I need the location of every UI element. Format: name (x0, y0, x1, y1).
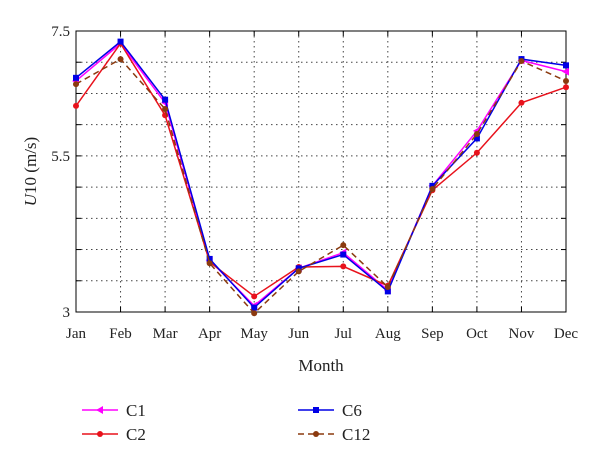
series-c12 (73, 56, 569, 317)
data-point-c12 (384, 284, 391, 291)
data-point-c12 (473, 131, 480, 138)
x-tick-label: Mar (153, 326, 178, 342)
data-point-c6 (73, 74, 79, 81)
series-c1 (72, 39, 569, 310)
series-layer (72, 38, 569, 317)
data-point-c6 (384, 288, 391, 295)
x-tick-label: Oct (466, 326, 488, 342)
data-point-c2 (251, 293, 258, 300)
legend-marker (96, 406, 103, 414)
data-point-c2 (73, 102, 79, 109)
legend-marker (97, 431, 103, 437)
data-point-c12 (117, 56, 124, 63)
y-tick-label: 5.5 (51, 149, 70, 165)
series-line-c1 (75, 42, 567, 307)
series-c6 (73, 38, 569, 311)
legend-item-c1: C1 (82, 401, 146, 420)
legend-label: C12 (342, 425, 370, 444)
x-tick-label: Jan (66, 326, 86, 342)
x-tick-label: Apr (198, 326, 221, 342)
x-tick-label: Aug (375, 326, 401, 342)
data-point-c12 (162, 106, 169, 113)
legend: C1 C2 C6 C12 (82, 401, 370, 444)
data-point-c12 (429, 185, 436, 192)
legend-item-c12: C12 (298, 425, 370, 444)
data-point-c2 (518, 99, 525, 106)
data-point-c2 (340, 263, 347, 270)
data-point-c6 (295, 265, 302, 272)
data-point-c2 (473, 149, 480, 156)
x-tick-label: Nov (509, 326, 535, 342)
legend-label: C2 (126, 425, 146, 444)
x-tick-labels: Jan Feb Mar Apr May Jun Jul Aug Sep Oct Nov Dec (66, 326, 578, 342)
data-point-c6 (429, 182, 436, 189)
data-point-c6 (162, 96, 169, 103)
grid-lines (76, 31, 566, 312)
x-tick-label: Dec (554, 326, 578, 342)
legend-label: C1 (126, 401, 146, 420)
x-tick-label: Feb (109, 326, 132, 342)
y-axis-label: U10 (m/s) (21, 137, 40, 206)
data-point-c6 (251, 304, 258, 311)
series-line-c12 (75, 58, 567, 315)
legend-item-c6: C6 (298, 401, 362, 420)
legend-marker (313, 431, 319, 437)
y-tick-labels: 3 5.5 7.5 (51, 24, 70, 321)
x-axis-label: Month (298, 356, 344, 375)
data-point-c1 (562, 67, 569, 76)
x-tick-label: May (240, 326, 268, 342)
data-point-c6 (340, 251, 347, 258)
data-point-c12 (340, 242, 347, 249)
y-axis-label-rest: 10 (m/s) (21, 137, 40, 194)
y-tick-label: 3 (63, 305, 71, 321)
x-tick-label: Jun (288, 326, 309, 342)
data-point-c12 (295, 268, 302, 275)
data-point-c6 (206, 255, 213, 262)
data-point-c2 (563, 84, 569, 91)
data-point-c12 (206, 260, 213, 267)
legend-item-c2: C2 (82, 425, 146, 444)
data-point-c12 (73, 81, 79, 88)
x-tick-label: Sep (421, 326, 444, 342)
series-line-c6 (75, 40, 567, 309)
data-point-c6 (117, 38, 124, 45)
data-point-c6 (563, 62, 569, 69)
legend-label: C6 (342, 401, 362, 420)
plot-frame (75, 30, 567, 313)
axis-ticks (75, 31, 567, 312)
data-point-c12 (251, 310, 258, 317)
data-point-c12 (563, 77, 569, 84)
x-tick-label: Jul (335, 326, 353, 342)
data-point-c6 (473, 135, 480, 142)
legend-marker (313, 407, 319, 413)
y-axis-label-italic: U (21, 192, 40, 206)
data-point-c12 (518, 57, 525, 64)
series-line-c2 (75, 42, 567, 298)
y-tick-label: 7.5 (51, 24, 70, 40)
